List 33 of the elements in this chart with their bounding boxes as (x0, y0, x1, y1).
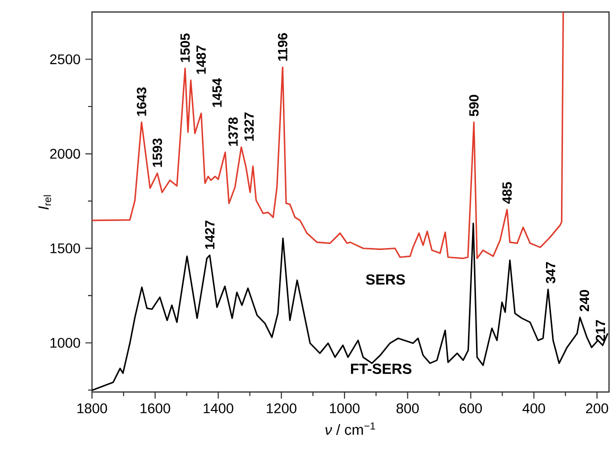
x-tick-label: 1600 (140, 403, 170, 414)
annotation: 485 (502, 182, 512, 204)
annotation: 240 (580, 290, 590, 312)
y-tick-label: 2500 (50, 54, 80, 64)
series-label: SERS (366, 274, 405, 285)
y-tick-label: 1500 (50, 243, 80, 254)
annotation: 347 (546, 262, 556, 284)
x-tick-label: 1400 (204, 403, 234, 414)
x-tick-label: 1200 (266, 403, 296, 414)
x-tick-label: 200 (586, 403, 608, 414)
annotation: 1454 (212, 78, 222, 107)
line-series (92, 12, 564, 260)
annotation: 1327 (244, 112, 254, 141)
y-tick-label: 2000 (50, 148, 80, 159)
x-tick-label: 1800 (77, 403, 108, 414)
annotation: 1593 (152, 138, 162, 167)
x-tick-label: 600 (460, 403, 482, 414)
annotation: 1505 (180, 33, 190, 62)
annotation: 217 (596, 320, 606, 342)
x-tick-label: 1000 (330, 403, 360, 414)
annotation: 1196 (278, 33, 288, 61)
annotation: 1487 (196, 46, 206, 74)
x-tick-label: 400 (522, 403, 545, 414)
y-axis-title: I$_{rel}$ (38, 195, 52, 210)
annotation: 590 (469, 94, 479, 116)
line-series (92, 222, 608, 392)
annotation: 1427 (205, 220, 214, 249)
series-label: FT-SERS (351, 364, 412, 374)
annotation: 1378 (228, 117, 238, 146)
annotation: 1643 (136, 87, 146, 116)
x-axis-title: ν / cm$^{−1}$ (325, 422, 376, 435)
x-tick-label: 800 (396, 403, 419, 414)
y-tick-label: 1000 (50, 338, 80, 348)
